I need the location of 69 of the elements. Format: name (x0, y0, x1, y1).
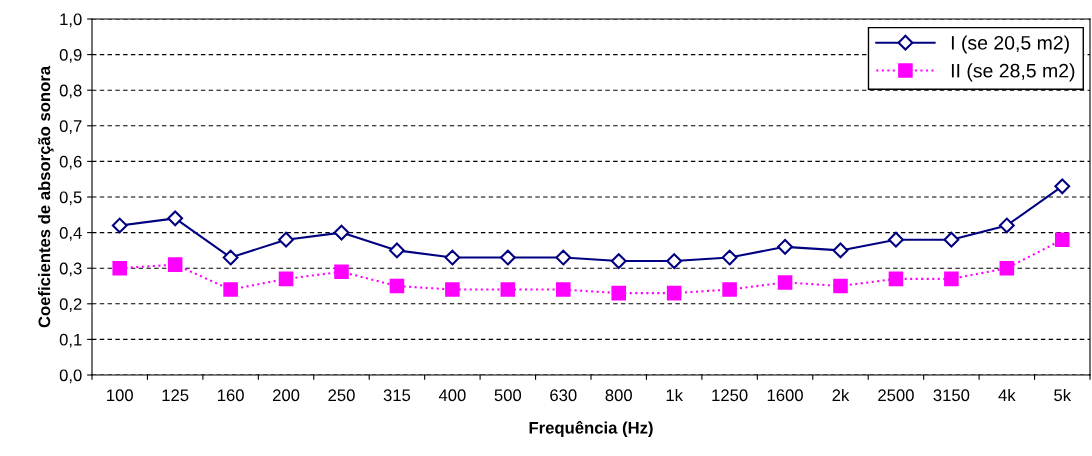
y-tick-label: 0,0 (59, 369, 82, 384)
point (389, 242, 405, 259)
y-tick-label: 0,6 (59, 155, 82, 170)
x-axis-title: Frequência (Hz) (529, 421, 653, 437)
point (278, 271, 294, 287)
point (444, 249, 461, 266)
x-tick-label: 400 (438, 389, 466, 402)
point (833, 278, 848, 294)
legend-label: II (se 28,5 m2) (951, 63, 1075, 82)
x-tick-label: 1k (666, 388, 683, 401)
y-axis-title: Coeficientes de absorção sonora (38, 65, 54, 328)
point (334, 264, 349, 280)
x-tick-label: 1600 (767, 389, 803, 402)
x-tick-label: 2k (832, 388, 850, 401)
point (777, 275, 793, 290)
point (500, 282, 516, 297)
point (666, 253, 683, 269)
point (721, 249, 738, 266)
y-tick-label: 0,4 (59, 227, 82, 241)
point (445, 282, 460, 297)
point (611, 285, 627, 301)
point (777, 238, 793, 255)
x-tick-label: 250 (328, 389, 355, 402)
point (888, 231, 904, 248)
point (223, 282, 238, 297)
y-tick-label: 0,3 (59, 262, 82, 277)
x-tick-label: 160 (217, 389, 244, 402)
x-tick-label: 3150 (933, 389, 970, 402)
point (278, 231, 294, 248)
point (111, 217, 128, 234)
point (999, 260, 1015, 276)
point (832, 242, 849, 259)
point (943, 231, 960, 248)
x-tick-label: 800 (605, 389, 632, 402)
x-tick-label: 315 (383, 389, 411, 402)
y-tick-label: 0,2 (59, 298, 82, 312)
point (222, 249, 239, 266)
x-tick-label: 200 (272, 389, 300, 402)
y-tick-label: 0,9 (59, 49, 82, 63)
x-tick-label: 500 (494, 389, 522, 402)
x-tick-label: 1250 (712, 389, 748, 402)
point (555, 282, 571, 297)
point (998, 217, 1015, 234)
point (1054, 178, 1071, 195)
x-tick-label: 125 (162, 389, 189, 402)
y-tick-label: 0,7 (59, 120, 82, 134)
x-tick-label: 5k (1054, 388, 1072, 402)
point (167, 257, 183, 272)
point (389, 278, 405, 294)
point (1054, 232, 1070, 248)
y-tick-label: 0,8 (59, 84, 82, 99)
point (333, 224, 350, 241)
point (112, 260, 128, 276)
point (610, 253, 627, 269)
y-tick-label: 1,0 (60, 13, 82, 28)
y-tick-label: 0,5 (59, 191, 82, 206)
point (167, 210, 184, 227)
x-tick-label: 630 (550, 389, 577, 402)
x-tick-label: 2500 (878, 389, 914, 402)
point (722, 282, 737, 297)
x-tick-label: 100 (107, 389, 133, 402)
y-tick-label: 0,1 (59, 333, 82, 348)
point (888, 271, 904, 287)
point (666, 285, 682, 301)
x-tick-label: 4k (998, 388, 1016, 401)
legend-label: I (se 20,5 m2) (951, 35, 1069, 54)
point (944, 271, 959, 287)
point (555, 249, 572, 266)
point (499, 249, 516, 266)
